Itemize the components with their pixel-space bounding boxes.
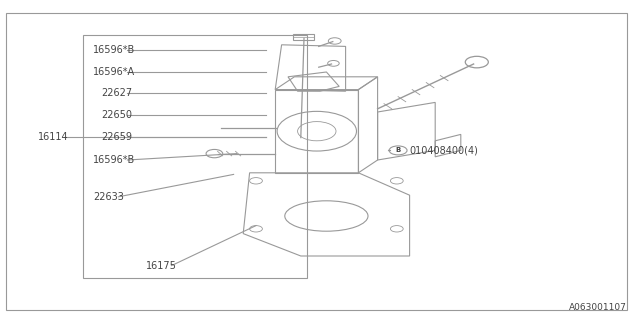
- Text: B: B: [396, 148, 401, 153]
- Text: A063001107: A063001107: [570, 303, 627, 312]
- Text: 16596*B: 16596*B: [93, 44, 135, 55]
- Text: 22633: 22633: [93, 192, 124, 202]
- Text: 16596*B: 16596*B: [93, 155, 135, 165]
- Text: 22650: 22650: [101, 110, 132, 120]
- Text: 22627: 22627: [101, 88, 132, 98]
- Text: 16175: 16175: [146, 260, 177, 271]
- Bar: [83, 35, 307, 278]
- Text: 22659: 22659: [101, 132, 132, 142]
- Text: 16114: 16114: [38, 132, 69, 142]
- Text: 010408400(4): 010408400(4): [410, 145, 479, 156]
- Text: 16596*A: 16596*A: [93, 67, 135, 77]
